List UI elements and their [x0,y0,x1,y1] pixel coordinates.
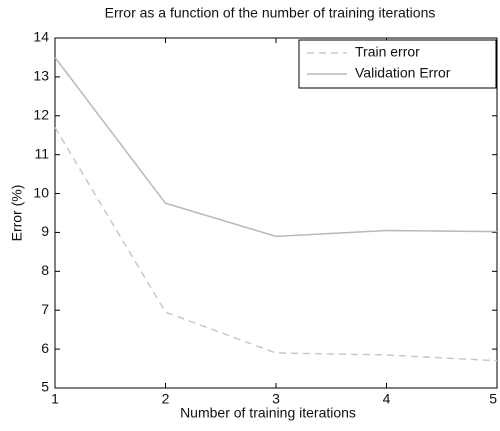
y-axis-label: Error (%) [9,185,25,242]
y-tick-label: 14 [33,29,49,45]
plot-frame [54,37,498,389]
y-tick-label: 5 [41,379,49,395]
x-tick-label: 3 [272,391,280,407]
x-tick-label: 5 [489,391,497,407]
y-tick-label: 13 [33,68,49,84]
y-tick-label: 6 [41,340,49,356]
x-tick-label: 4 [383,391,391,407]
legend-label: Train error [355,44,420,60]
y-tick-label: 12 [33,106,49,122]
y-tick-label: 7 [41,301,49,317]
y-tick-label: 11 [34,145,49,161]
legend-label: Validation Error [355,65,451,81]
x-axis-label: Number of training iterations [180,405,356,421]
x-tick-label: 2 [162,391,170,407]
y-tick-label: 8 [41,262,49,278]
y-tick-label: 10 [33,184,49,200]
chart-title: Error as a function of the number of tra… [105,5,436,21]
x-tick-label: 1 [51,391,59,407]
series-line [54,127,498,362]
legend-box [298,39,497,89]
y-tick-label: 9 [41,223,49,239]
series-line [54,56,498,238]
